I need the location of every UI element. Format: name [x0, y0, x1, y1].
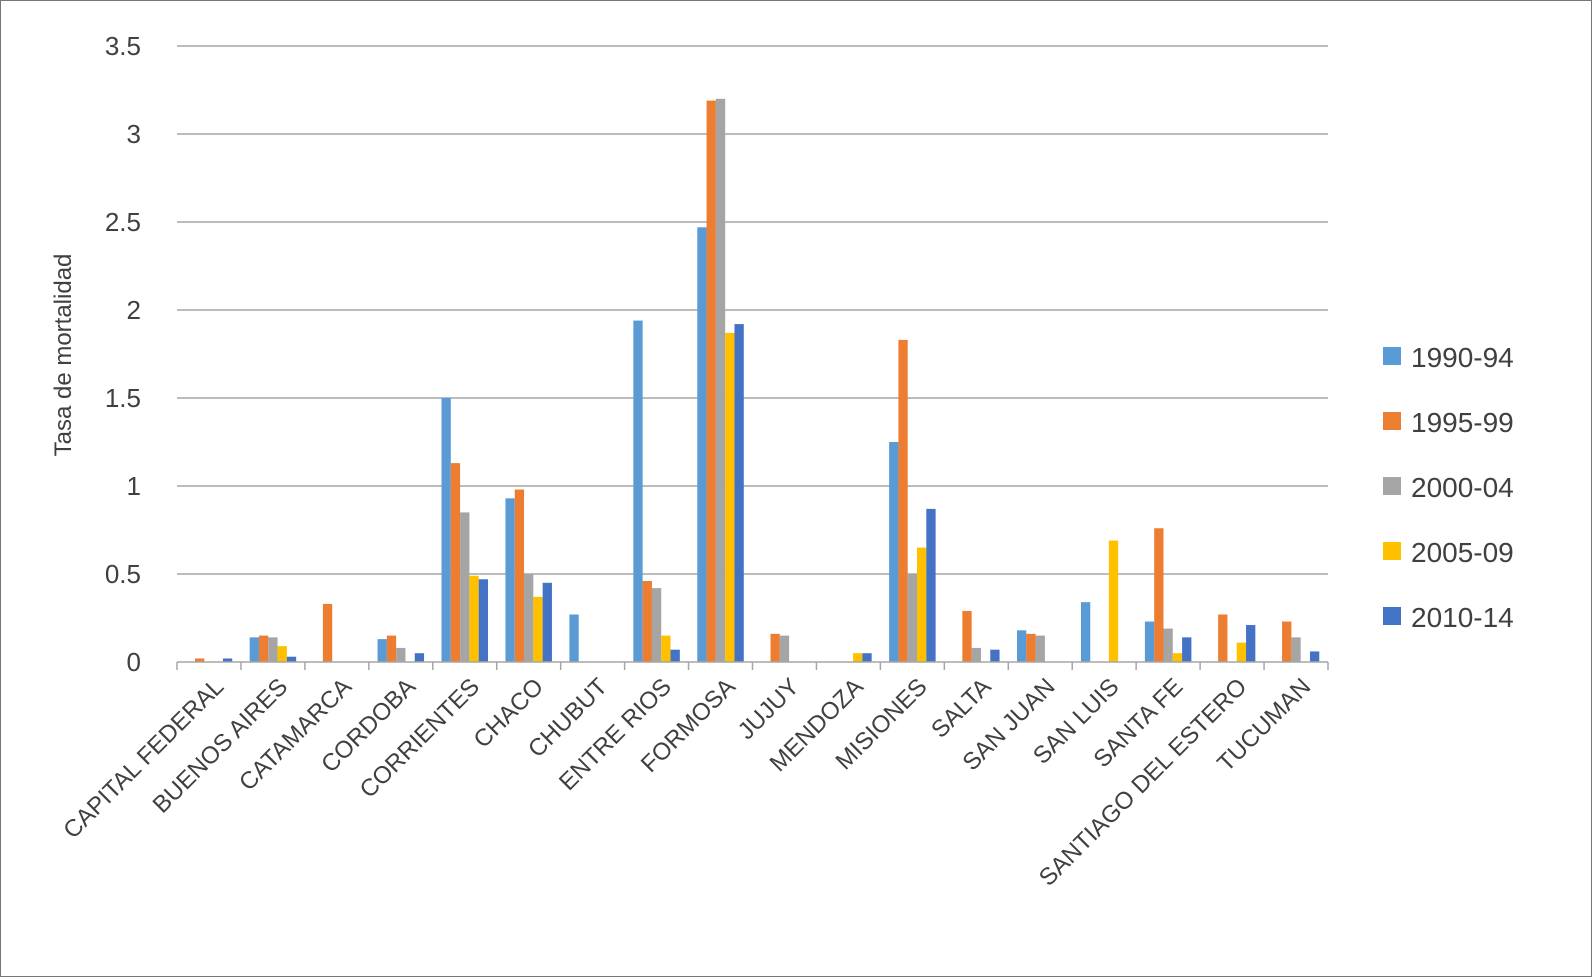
- bar: [1291, 637, 1301, 662]
- bar: [478, 579, 488, 662]
- bar: [1080, 602, 1091, 662]
- bar: [926, 508, 936, 662]
- bar: [268, 637, 278, 662]
- bar: [441, 398, 451, 662]
- bar: [1309, 651, 1320, 662]
- legend-label: 2000-04: [1411, 472, 1514, 503]
- bar: [542, 582, 552, 662]
- bar: [889, 442, 899, 662]
- bar: [1017, 630, 1027, 662]
- bar: [1246, 625, 1256, 662]
- bar: [779, 635, 790, 662]
- y-tick-label: 0.5: [105, 559, 141, 589]
- bar: [651, 588, 662, 662]
- bar: [1182, 637, 1192, 662]
- bar: [990, 649, 1000, 662]
- category-label: CATAMARCA: [234, 673, 357, 796]
- bar: [377, 639, 387, 662]
- bar: [569, 614, 579, 662]
- bar: [469, 575, 479, 662]
- bar: [862, 653, 872, 662]
- legend-swatch: [1383, 477, 1401, 495]
- bar: [1163, 628, 1173, 662]
- bar: [734, 324, 744, 662]
- y-tick-label: 3.5: [105, 31, 141, 61]
- bar: [706, 100, 716, 662]
- bar: [661, 635, 671, 662]
- gridlines: [177, 45, 1328, 575]
- bar: [450, 463, 461, 662]
- bar: [1172, 653, 1183, 662]
- bar: [907, 574, 918, 662]
- bar: [1035, 635, 1045, 662]
- bar: [505, 498, 515, 662]
- bar: [1026, 633, 1036, 662]
- y-tick-label: 3: [127, 119, 141, 149]
- bars: [195, 98, 1320, 663]
- bar: [286, 656, 297, 662]
- y-tick-label: 0: [127, 647, 141, 677]
- bar: [533, 596, 543, 662]
- legend-label: 1995-99: [1411, 407, 1514, 438]
- bar: [1282, 621, 1292, 662]
- bar: [917, 547, 927, 662]
- bar: [962, 610, 972, 662]
- y-tick-label: 2.5: [105, 207, 141, 237]
- legend-label: 2005-09: [1411, 537, 1514, 568]
- bar: [277, 646, 287, 662]
- bar: [195, 658, 205, 662]
- y-tick-label: 1.5: [105, 383, 141, 413]
- bar: [222, 658, 233, 662]
- bar: [697, 227, 707, 662]
- category-label: ENTRE RIOS: [554, 673, 677, 796]
- legend-swatch: [1383, 542, 1401, 560]
- bar: [514, 489, 525, 662]
- y-axis-title: Tasa de mortalidad: [50, 254, 77, 457]
- legend-swatch: [1383, 347, 1401, 365]
- bar: [1108, 540, 1119, 662]
- legend-label: 2010-14: [1411, 602, 1514, 633]
- legend-swatch: [1383, 412, 1401, 430]
- bar: [853, 653, 863, 662]
- bar: [1144, 621, 1155, 662]
- bar: [770, 633, 780, 662]
- bar: [414, 653, 425, 662]
- bar: [249, 637, 259, 662]
- bar: [322, 603, 333, 662]
- bar: [1154, 528, 1164, 662]
- bar: [396, 647, 406, 662]
- bar: [725, 332, 735, 662]
- legend: 1990-94 1995-99 2000-04 2005-09 2010-14: [1383, 342, 1514, 633]
- bar: [633, 320, 643, 662]
- bar: [258, 635, 269, 662]
- bar: [898, 339, 908, 662]
- y-tick-label: 1: [127, 471, 141, 501]
- bar: [715, 98, 726, 663]
- bar: [386, 635, 397, 662]
- bar: [971, 647, 981, 662]
- legend-swatch: [1383, 607, 1401, 625]
- bar: [524, 574, 534, 662]
- bar: [1218, 614, 1228, 662]
- bar: [1236, 642, 1247, 662]
- bar: [460, 512, 470, 662]
- bar: [642, 581, 652, 662]
- y-tick-label: 2: [127, 295, 141, 325]
- legend-label: 1990-94: [1411, 342, 1514, 373]
- bar: [670, 649, 680, 662]
